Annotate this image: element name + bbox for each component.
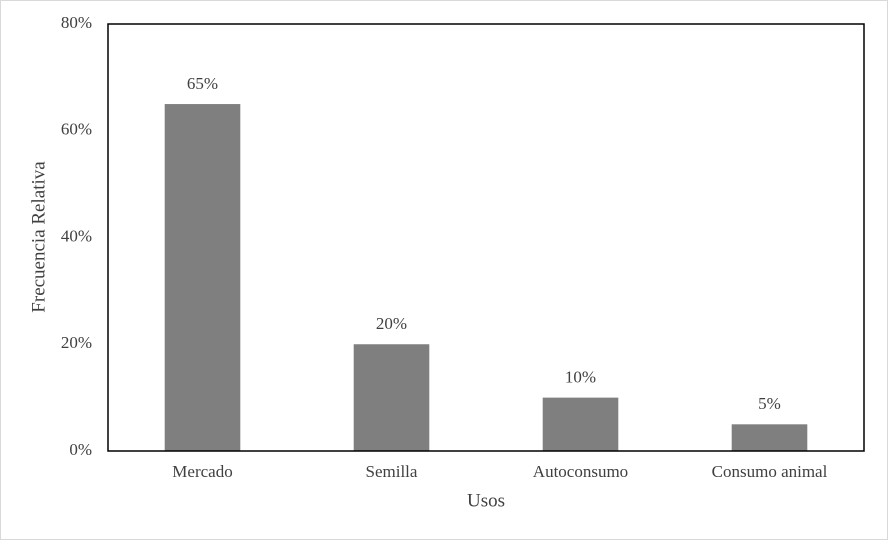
x-tick-label: Consumo animal — [712, 462, 828, 481]
y-tick-label: 40% — [61, 226, 92, 245]
plot-area — [107, 23, 865, 452]
y-tick-label: 60% — [61, 120, 92, 139]
x-axis-label: Usos — [467, 490, 505, 511]
y-tick-label: 20% — [61, 333, 92, 352]
bar — [731, 424, 808, 451]
data-label: 65% — [187, 74, 218, 93]
data-label: 20% — [376, 314, 407, 333]
x-tick-label: Autoconsumo — [533, 462, 628, 481]
y-tick-label: 0% — [69, 440, 92, 459]
x-tick-label: Mercado — [172, 462, 232, 481]
bar — [353, 344, 430, 451]
y-tick-label: 80% — [61, 13, 92, 32]
bar — [164, 104, 241, 451]
bar — [542, 397, 619, 451]
y-axis-label: Frecuencia Relativa — [28, 161, 49, 313]
x-tick-label: Semilla — [366, 462, 418, 481]
data-label: 10% — [565, 368, 596, 387]
data-label: 5% — [758, 394, 781, 413]
